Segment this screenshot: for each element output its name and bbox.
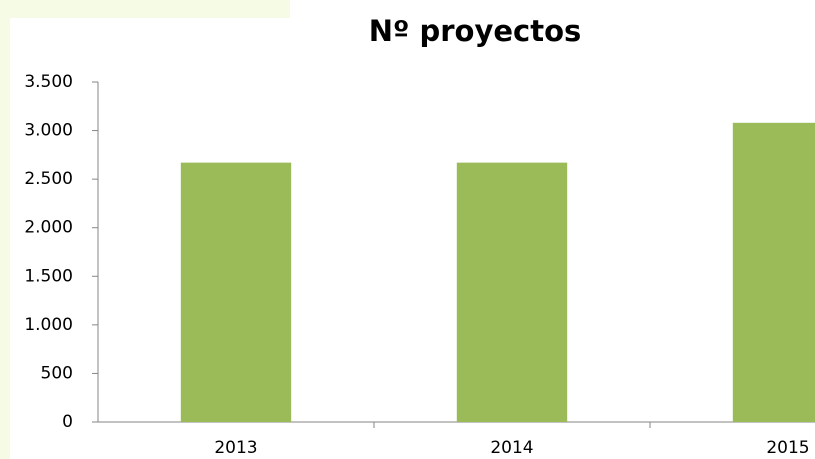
y-tick-label: 0 [62, 412, 73, 432]
y-tick-label: 3.500 [24, 72, 73, 92]
x-tick-label: 2015 [766, 438, 809, 458]
y-tick-label: 3.000 [24, 121, 73, 141]
y-tick-label: 1.000 [24, 315, 73, 335]
chart-title: Nº proyectos [369, 14, 582, 48]
background-strip [0, 0, 290, 18]
bar [456, 162, 568, 422]
y-tick-label: 1.500 [24, 266, 73, 286]
y-tick-label: 2.500 [24, 169, 73, 189]
bar [180, 162, 292, 422]
background-strip [0, 0, 10, 459]
y-tick-label: 2.000 [24, 218, 73, 238]
x-tick-label: 2013 [214, 438, 257, 458]
y-tick-label: 500 [41, 363, 73, 383]
bar [732, 122, 815, 423]
x-tick-label: 2014 [490, 438, 533, 458]
